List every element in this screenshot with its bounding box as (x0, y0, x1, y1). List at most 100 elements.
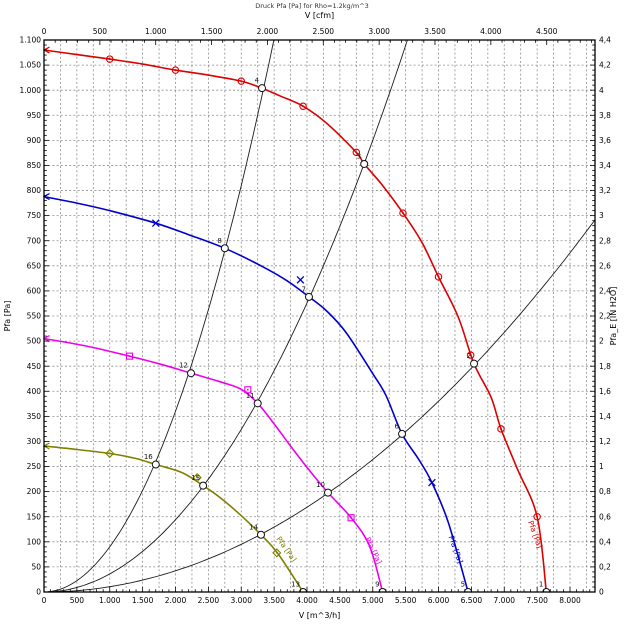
right-axis-tick-label: 4,4 (599, 36, 611, 45)
circle-dot-marker-center (402, 212, 404, 215)
curve-magenta-end-label: Pfa [Pa] (363, 536, 384, 566)
left-axis-tick-label: 50 (31, 563, 41, 572)
system-curves (43, 39, 596, 593)
operating-point-label-13: 13 (291, 581, 300, 589)
operating-point-2 (470, 359, 479, 368)
operating-point-15 (199, 481, 208, 490)
top-axis-tick-label: 2.000 (257, 27, 279, 36)
left-axis-tick-label: 650 (27, 261, 42, 270)
operating-point-7 (304, 292, 313, 301)
left-axis-tick-label: 250 (27, 462, 42, 471)
right-axis-tick-label: 0,8 (599, 487, 611, 496)
right-axis-tick-label: 0,4 (599, 537, 611, 546)
right-axis-tick-label: 1 (599, 462, 604, 471)
square-dot-marker-center (128, 355, 131, 358)
axis-tick-labels: 1.1001.0501.0009509008508007507006506005… (20, 27, 612, 605)
bottom-axis-tick-label: 0 (42, 596, 47, 605)
left-axis-tick-label: 1.100 (20, 36, 42, 45)
curve-red: Pfa [Pa] (43, 46, 548, 593)
axis-ticks (43, 39, 595, 593)
left-axis-tick-label: 0 (36, 588, 41, 597)
operating-point-11 (253, 399, 262, 408)
operating-point-label-2: 2 (467, 352, 471, 360)
diamond-dot-marker (192, 472, 202, 483)
operating-point-14 (256, 530, 265, 539)
left-axis-tick-label: 400 (27, 387, 42, 396)
diamond-dot-marker-center (108, 452, 111, 455)
right-axis-tick-label: 2,4 (599, 287, 611, 296)
right-axis-tick-label: 2 (599, 337, 604, 346)
bottom-axis-tick-label: 1.500 (132, 596, 154, 605)
left-axis-tick-label: 150 (27, 512, 42, 521)
axis-titles: V [cfm] V [m^3/h] Pfa [Pa] Pfa_E [IN H2O] (3, 11, 618, 620)
operating-point-label-1: 1 (539, 581, 543, 589)
left-axis-tick-label: 300 (27, 437, 42, 446)
left-axis-tick-label: 350 (27, 412, 42, 421)
right-axis-tick-label: 2,6 (599, 261, 611, 270)
bottom-axis-tick-label: 3.000 (231, 596, 253, 605)
left-axis-tick-label: 200 (27, 487, 42, 496)
left-axis-tick-label: 900 (27, 136, 42, 145)
bottom-axis-tick-label: 1.000 (99, 596, 121, 605)
top-axis-tick-label: 4.000 (480, 27, 502, 36)
grid (44, 40, 595, 592)
curve-blue-markers (151, 219, 436, 487)
top-axis-tick-label: 500 (93, 27, 108, 36)
curve-magenta-path (43, 337, 384, 593)
bottom-axis-tick-label: 3.500 (263, 596, 285, 605)
bottom-axis-tick-label: 2.500 (198, 596, 220, 605)
right-axis-tick-label: 3,8 (599, 111, 611, 120)
right-axis-tick-label: 4 (599, 86, 604, 95)
operating-point-6 (398, 429, 407, 438)
circle-dot-marker (299, 102, 307, 110)
right-axis-tick-label: 0,2 (599, 563, 611, 572)
left-axis-title: Pfa [Pa] (3, 301, 12, 332)
plot-border (43, 39, 596, 593)
circle-dot-marker (466, 351, 475, 359)
circle-dot-marker-center (500, 428, 502, 430)
bottom-axis-tick-label: 5.500 (395, 596, 417, 605)
left-axis-tick-label: 850 (27, 161, 42, 170)
operating-point-8 (220, 244, 229, 253)
square-dot-marker-center (246, 388, 249, 391)
bottom-axis-tick-label: 4.500 (329, 596, 351, 605)
operating-point-label-6: 6 (395, 422, 400, 430)
left-axis-tick-label: 750 (27, 211, 42, 220)
left-axis-tick-label: 500 (27, 337, 42, 346)
circle-dot-marker (497, 425, 505, 433)
bottom-axis-tick-label: 5.000 (362, 596, 384, 605)
operating-point-label-15: 15 (191, 474, 200, 482)
circle-dot-marker-center (536, 515, 539, 518)
right-axis-tick-label: 0 (599, 588, 604, 597)
top-axis-tick-label: 2.500 (313, 27, 335, 36)
operating-point-label-3: 3 (357, 152, 361, 160)
operating-point-label-8: 8 (217, 237, 221, 245)
top-axis-tick-label: 1.500 (201, 27, 223, 36)
left-axis-tick-label: 950 (27, 111, 42, 120)
right-axis-title: Pfa_E [IN H2O] (609, 287, 618, 346)
right-axis-tick-label: 3 (599, 211, 604, 220)
circle-dot-marker (533, 512, 541, 521)
circle-dot-marker (399, 209, 407, 217)
operating-point-label-4: 4 (255, 77, 260, 85)
top-axis-tick-label: 1.000 (145, 27, 167, 36)
square-dot-marker (125, 352, 134, 360)
operating-point-12 (187, 369, 196, 378)
left-axis-tick-label: 100 (27, 537, 42, 546)
bottom-axis-tick-label: 6.000 (428, 596, 450, 605)
curve-blue-end-label: Pfa [Pa] (447, 534, 465, 564)
diamond-dot-marker-center (196, 476, 199, 479)
right-axis-tick-label: 1,4 (599, 412, 611, 421)
circle-dot-marker-center (437, 275, 440, 278)
x-marker (151, 219, 160, 228)
left-axis-tick-label: 700 (27, 236, 42, 245)
circle-dot-marker-center (108, 58, 111, 60)
top-axis-tick-label: 0 (42, 27, 47, 36)
circle-dot-marker (171, 66, 180, 74)
left-axis-tick-label: 1.000 (20, 86, 42, 95)
operating-point-label-7: 7 (302, 285, 306, 293)
operating-point-label-14: 14 (249, 523, 258, 531)
square-dot-marker-center (350, 516, 352, 519)
circle-dot-marker-center (355, 151, 358, 154)
